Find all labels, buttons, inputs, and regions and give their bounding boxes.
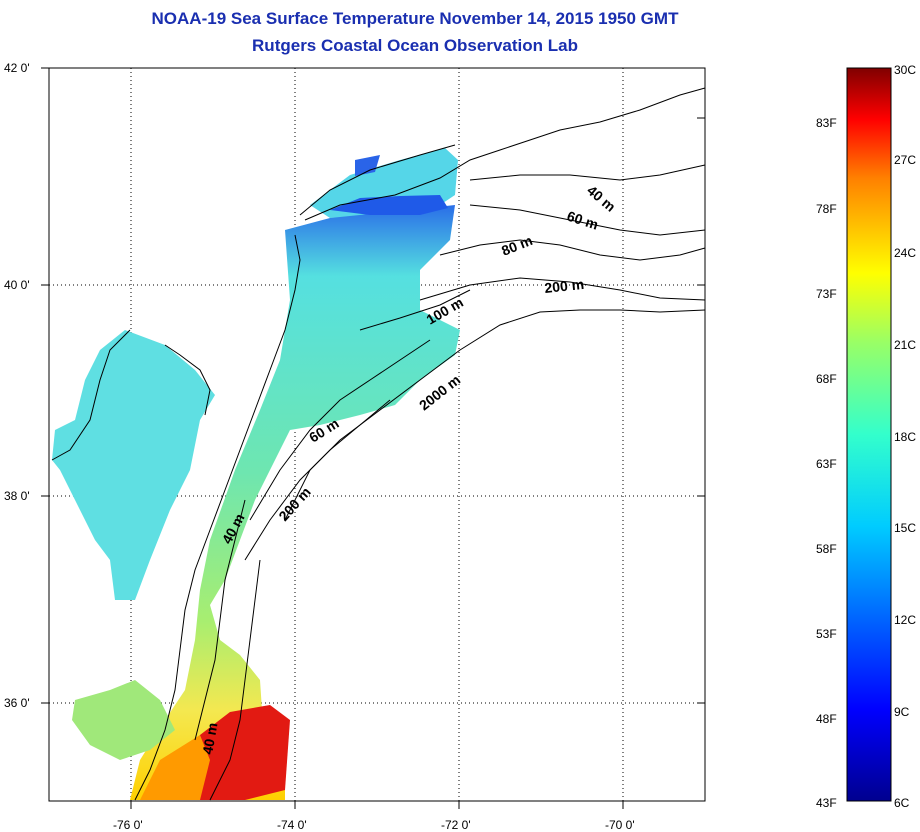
contour-60m-south (249, 339, 431, 521)
colorbar-label-6c: 6C (894, 796, 910, 810)
contour-40m-north (469, 164, 706, 181)
sst-cold-spot-north (355, 155, 380, 176)
sst-chesapeake (52, 330, 215, 600)
sst-cold-spot (330, 195, 448, 215)
colorbar-label-43f: 43F (816, 796, 837, 810)
map-subtitle: Rutgers Coastal Ocean Observation Lab (252, 36, 578, 55)
sst-warm-gulfstream (185, 705, 290, 800)
colorbar-label-78f: 78F (816, 202, 837, 216)
lat-label-40: 40 0' (4, 278, 30, 292)
lat-label-42: 42 0' (4, 61, 30, 75)
colorbar-label-73f: 73F (816, 287, 837, 301)
colorbar (846, 67, 892, 802)
colorbar-label-18c: 18C (894, 430, 916, 444)
axis-ticks (41, 67, 705, 809)
colorbar-label-9c: 9C (894, 705, 910, 719)
colorbar-label-58f: 58F (816, 542, 837, 556)
contour-80m (439, 239, 706, 261)
contour-label-200m-north: 200 m (544, 276, 585, 296)
contour-200m-north (419, 277, 706, 301)
contour-2000m (284, 309, 706, 521)
colorbar-label-68f: 68F (816, 372, 837, 386)
sst-shelf (130, 205, 460, 800)
colorbar-label-48f: 48F (816, 712, 837, 726)
lon-label-76: -76 0' (113, 818, 143, 832)
map-title: NOAA-19 Sea Surface Temperature November… (151, 9, 679, 28)
colorbar-label-27c: 27C (894, 153, 916, 167)
colorbar-label-21c: 21C (894, 338, 916, 352)
contour-100m (359, 289, 471, 331)
lat-label-36: 36 0' (4, 696, 30, 710)
sst-warm-edge (140, 735, 210, 800)
contour-200m-south (244, 399, 391, 561)
lon-label-72: -72 0' (441, 818, 471, 832)
contour-shelf-break (209, 559, 261, 801)
colorbar-label-63f: 63F (816, 457, 837, 471)
colorbar-label-12c: 12C (894, 613, 916, 627)
contour-60m-north (469, 204, 706, 236)
contour-label-40m-south: 40 m (199, 721, 220, 755)
lon-label-74: -74 0' (277, 818, 307, 832)
colorbar-label-83f: 83F (816, 116, 837, 130)
contour-40m-south (194, 499, 246, 741)
lon-label-70: -70 0' (605, 818, 635, 832)
colorbar-label-30c: 30C (894, 63, 916, 77)
bathymetry-contours (194, 164, 706, 801)
coastline (51, 87, 706, 801)
colorbar-label-53f: 53F (816, 627, 837, 641)
colorbar-label-24c: 24C (894, 246, 916, 260)
colorbar-label-15c: 15C (894, 521, 916, 535)
sst-pamlico-sound (72, 680, 175, 760)
lat-label-38: 38 0' (4, 489, 30, 503)
sst-data-field (52, 148, 460, 800)
